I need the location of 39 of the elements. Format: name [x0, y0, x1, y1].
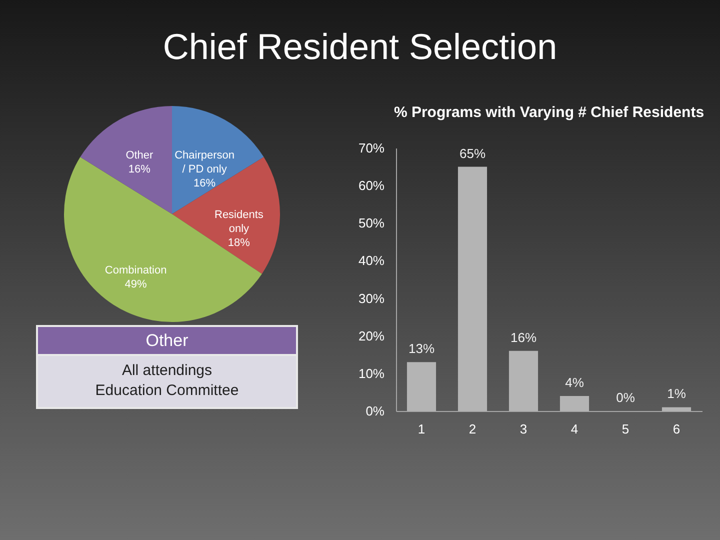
y-tick-label: 40% [358, 253, 385, 268]
bar [662, 407, 692, 411]
bar [458, 166, 488, 411]
data-label: 49% [124, 278, 148, 290]
bar [560, 396, 590, 411]
slice-label: Chairperson / PD only [174, 149, 235, 176]
data-label: 0% [616, 390, 636, 405]
slice-label: Other [126, 149, 154, 162]
x-tick-label: 4 [570, 422, 578, 436]
data-label: 1% [667, 386, 686, 402]
x-tick-label: 3 [520, 422, 528, 436]
bar [508, 350, 538, 411]
data-label: 16% [510, 330, 537, 345]
y-tick-label: 50% [358, 216, 385, 231]
chart-title: % Programs with Varying # Chief Residents [394, 104, 704, 121]
y-tick-label: 60% [358, 178, 385, 194]
bar [406, 362, 436, 411]
slice-label: Residents only [214, 209, 264, 236]
slice-label: Combination [104, 264, 167, 276]
y-tick-label: 0% [366, 404, 385, 418]
text: Other [38, 327, 296, 354]
data-label: 13% [408, 341, 435, 356]
data-label: 18% [228, 237, 250, 250]
text: All attendings [120, 361, 214, 381]
data-label: 4% [565, 374, 584, 390]
y-tick-label: 30% [358, 290, 385, 306]
text: Education Committee [94, 381, 240, 401]
y-tick-label: 20% [358, 328, 385, 344]
y-tick-label: 10% [358, 366, 385, 381]
x-tick-label: 1 [418, 422, 426, 436]
x-tick-label: 6 [672, 422, 680, 436]
pie-slice [80, 106, 172, 214]
data-label: 65% [459, 146, 486, 161]
data-label: 16% [128, 163, 151, 176]
x-tick-label: 2 [468, 422, 476, 436]
text: Chief Resident Selection [162, 25, 558, 69]
y-tick-label: 70% [358, 140, 385, 156]
x-tick-label: 5 [622, 422, 630, 436]
data-label: 16% [194, 177, 216, 190]
